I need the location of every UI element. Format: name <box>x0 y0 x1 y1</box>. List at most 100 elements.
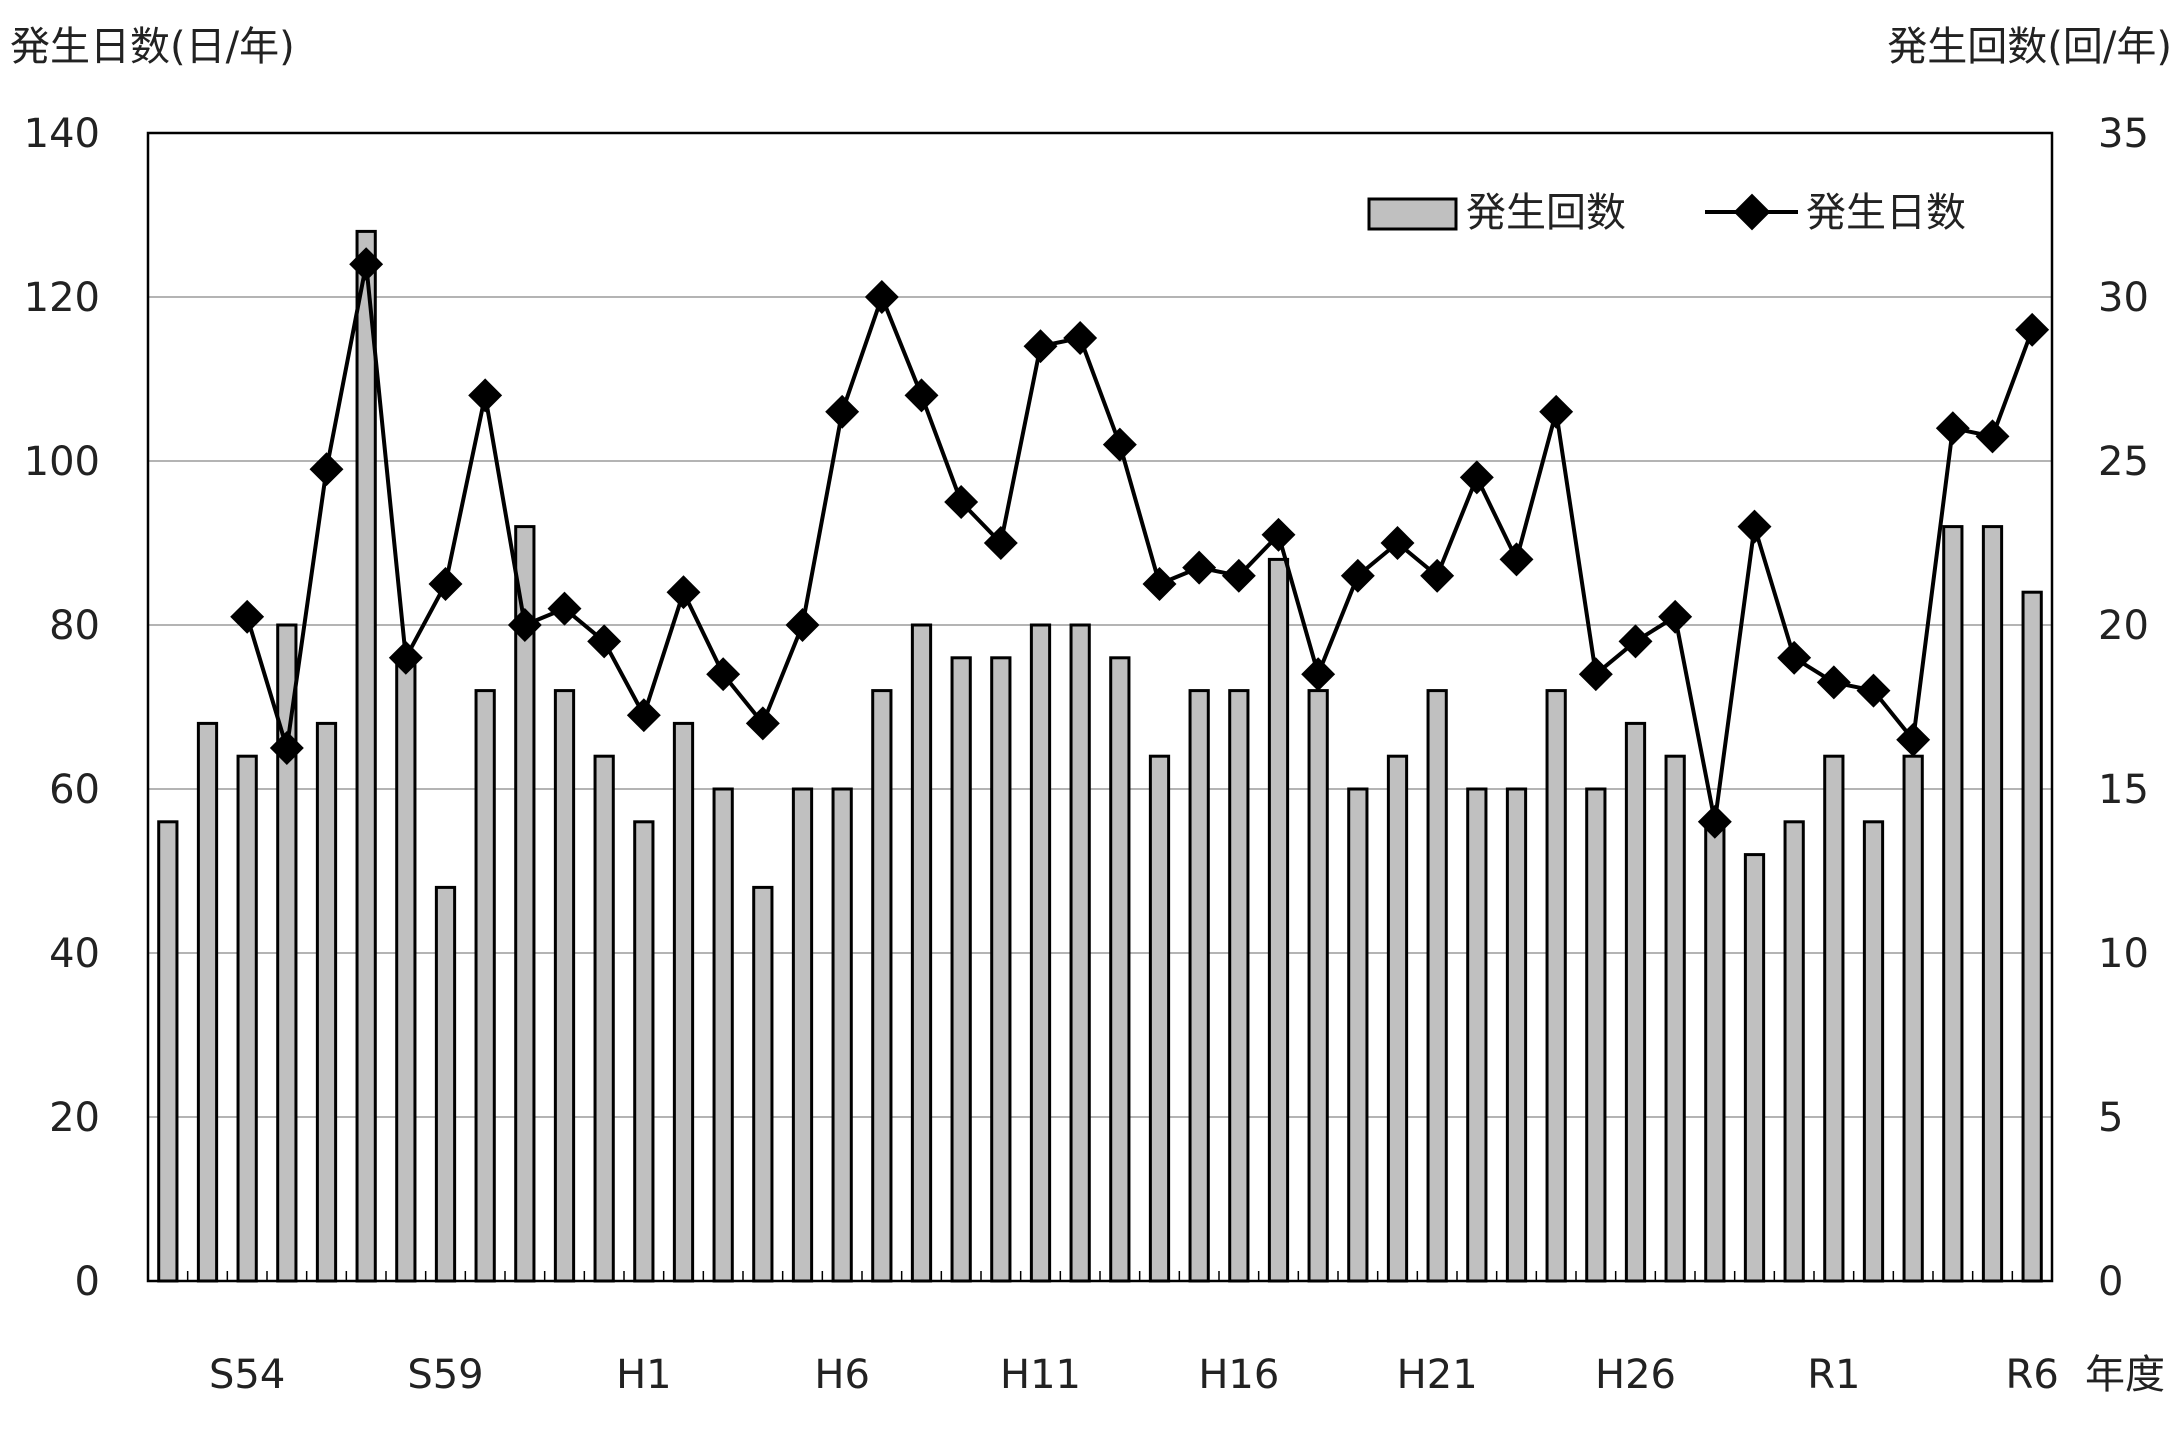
x-tick-label: R1 <box>1807 1352 1860 1398</box>
left-tick-label: 20 <box>49 1095 100 1141</box>
x-tick-label: H21 <box>1397 1352 1478 1398</box>
line-marker <box>1539 394 1574 429</box>
legend-line-marker <box>1733 193 1771 231</box>
line-marker <box>1301 657 1336 692</box>
bar <box>910 623 933 1283</box>
bar <box>1148 754 1171 1283</box>
legend-bar-label: 発生回数 <box>1466 190 1626 236</box>
line-marker <box>587 624 622 659</box>
line-marker <box>269 731 304 765</box>
x-tick-label: H1 <box>616 1352 672 1398</box>
line-marker <box>1102 427 1137 462</box>
right-axis-title: 発生回数(回/年) <box>1887 24 2172 70</box>
grid-lines <box>148 296 2052 1118</box>
line-marker <box>547 591 582 626</box>
bar <box>593 754 615 1283</box>
plot-frame <box>146 131 2054 1283</box>
left-tick-label: 60 <box>49 767 100 813</box>
left-tick-label: 0 <box>75 1259 100 1305</box>
line-marker <box>468 378 503 413</box>
bar <box>1783 820 1805 1283</box>
x-axis-title: 年度 <box>2085 1352 2165 1398</box>
bar <box>1307 689 1329 1283</box>
line-marker <box>706 657 741 692</box>
bar <box>1069 623 1091 1283</box>
bar <box>315 721 338 1283</box>
x-tick-label: H26 <box>1595 1352 1676 1398</box>
bar <box>1505 787 1528 1283</box>
bar <box>196 721 219 1283</box>
bar <box>950 656 972 1283</box>
bar <box>1029 623 1052 1283</box>
line-marker <box>2015 312 2050 347</box>
bar <box>1347 787 1369 1283</box>
bar <box>752 885 774 1283</box>
line-marker <box>1340 558 1375 593</box>
axes: 0 20 40 60 80 100 120 140 0 5 10 15 20 25 30 35 S54 S59 H1… <box>24 111 2149 1398</box>
right-tick-label: 0 <box>2098 1259 2123 1305</box>
line-marker <box>1737 509 1772 544</box>
line-marker <box>309 452 344 487</box>
legend-bar-swatch <box>1367 197 1458 231</box>
bar <box>1386 754 1409 1283</box>
line-marker <box>825 394 860 429</box>
line-marker <box>1499 542 1534 577</box>
left-axis-title: 発生日数(日/年) <box>10 24 295 70</box>
line-marker <box>1380 526 1415 560</box>
bar <box>871 689 893 1283</box>
line-marker <box>1420 558 1455 593</box>
bar <box>990 656 1012 1283</box>
bar <box>434 885 457 1283</box>
line-marker <box>1459 460 1494 495</box>
legend-line-label: 発生日数 <box>1806 190 1966 236</box>
left-tick-label: 120 <box>24 275 100 321</box>
x-tick-label: H6 <box>814 1352 870 1398</box>
line-marker <box>428 567 463 601</box>
bar <box>1426 689 1448 1283</box>
bar <box>1267 557 1290 1283</box>
line-marker <box>388 640 423 675</box>
x-tick-label: S59 <box>407 1352 483 1398</box>
bar <box>1109 656 1131 1283</box>
line-marker <box>349 247 384 282</box>
line-marker <box>1221 558 1256 593</box>
right-tick-label: 20 <box>2098 603 2149 649</box>
line-marker <box>1697 804 1732 839</box>
line-marker <box>785 608 820 642</box>
bar <box>672 721 695 1283</box>
left-tick-label: 40 <box>49 931 100 977</box>
right-tick-label: 10 <box>2098 931 2149 977</box>
right-tick-label: 35 <box>2098 111 2149 157</box>
x-tick-label: H11 <box>1000 1352 1081 1398</box>
line-marker <box>666 575 701 610</box>
left-tick-label: 80 <box>49 603 100 649</box>
line-marker <box>626 698 661 733</box>
bar <box>553 689 576 1283</box>
line-marker <box>1142 567 1177 601</box>
line-marker <box>1896 722 1931 757</box>
line-marker <box>904 378 939 413</box>
bar <box>355 229 377 1283</box>
line-marker <box>1935 411 1970 446</box>
bar <box>1585 787 1607 1283</box>
line-path <box>245 262 2035 824</box>
bar <box>1823 754 1845 1283</box>
bar <box>1228 689 1250 1283</box>
bar <box>831 787 853 1283</box>
bar <box>395 656 417 1283</box>
bar <box>633 820 655 1283</box>
left-tick-label: 100 <box>24 439 100 485</box>
line-marker <box>944 485 979 519</box>
bar <box>1862 820 1885 1283</box>
right-tick-label: 30 <box>2098 275 2149 321</box>
line-series <box>230 247 2050 839</box>
bar <box>1664 754 1686 1283</box>
bar <box>1981 525 2004 1283</box>
bar <box>1188 689 1210 1283</box>
right-tick-label: 5 <box>2098 1095 2123 1141</box>
bar <box>1743 853 1766 1283</box>
bar <box>474 689 496 1283</box>
line-marker <box>1023 329 1058 364</box>
bar <box>1466 787 1488 1283</box>
